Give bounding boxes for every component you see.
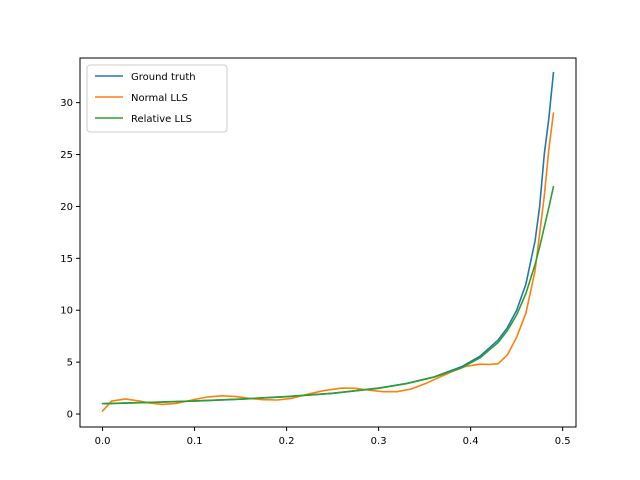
y-tick-label: 15 <box>60 254 73 265</box>
series-line-1 <box>101 112 555 412</box>
x-tick-label: 0.4 <box>463 436 479 447</box>
series-layer <box>101 71 555 412</box>
axes-frame <box>79 57 577 428</box>
y-tick-label: 10 <box>60 306 73 317</box>
y-tick-label: 5 <box>67 358 73 369</box>
x-tick-label: 0.5 <box>555 436 571 447</box>
legend: Ground truth Normal LLS Relative LLS <box>86 64 228 133</box>
x-tick-label: 0.3 <box>371 436 387 447</box>
legend-label: Normal LLS <box>131 93 188 104</box>
y-tick-label: 25 <box>60 150 73 161</box>
axis-ticks: 0.0 0.1 0.2 0.3 0.4 0.5 0 5 10 15 20 25 30 <box>60 98 570 447</box>
x-tick-label: 0.1 <box>187 436 203 447</box>
legend-box <box>86 64 228 133</box>
x-tick-label: 0.2 <box>279 436 295 447</box>
y-tick-label: 30 <box>60 98 73 109</box>
y-tick-label: 0 <box>67 410 73 421</box>
y-tick-label: 20 <box>60 202 73 213</box>
legend-label: Ground truth <box>131 72 196 83</box>
x-tick-label: 0.0 <box>95 436 111 447</box>
legend-label: Relative LLS <box>131 114 192 125</box>
series-line-2 <box>101 185 555 405</box>
